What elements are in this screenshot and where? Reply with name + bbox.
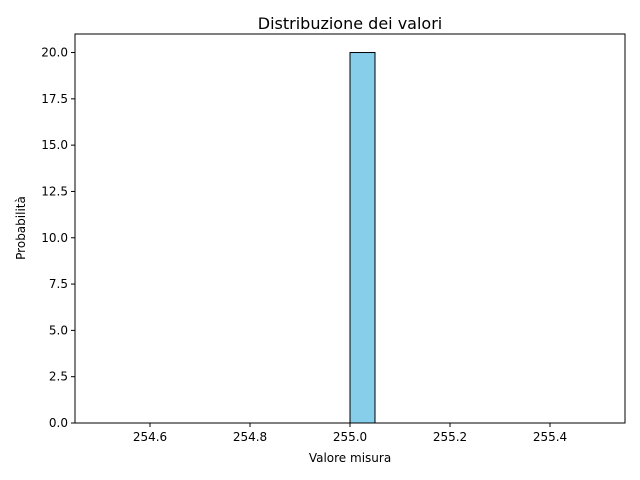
chart-title: Distribuzione dei valori bbox=[258, 14, 442, 33]
y-axis-label: Probabilità bbox=[14, 196, 28, 260]
y-tick-label: 20.0 bbox=[41, 46, 68, 60]
y-tick-label: 2.5 bbox=[49, 370, 68, 384]
y-tick-label: 7.5 bbox=[49, 277, 68, 291]
histogram-bar bbox=[349, 52, 376, 424]
histogram-bars bbox=[349, 52, 376, 424]
y-axis-ticks: 0.0 2.5 5.0 7.5 10.0 12.5 15.0 17.5 20.0 bbox=[41, 46, 75, 430]
x-axis-label: Valore misura bbox=[309, 451, 391, 465]
x-tick-label: 255.0 bbox=[333, 430, 367, 444]
y-tick-label: 12.5 bbox=[41, 184, 68, 198]
y-tick-label: 0.0 bbox=[49, 416, 68, 430]
x-tick-label: 255.4 bbox=[533, 430, 567, 444]
y-tick-label: 5.0 bbox=[49, 323, 68, 337]
x-axis-ticks: 254.6 254.8 255.0 255.2 255.4 bbox=[133, 423, 567, 444]
y-tick-label: 15.0 bbox=[41, 138, 68, 152]
x-tick-label: 254.8 bbox=[233, 430, 267, 444]
x-tick-label: 254.6 bbox=[133, 430, 167, 444]
y-tick-label: 10.0 bbox=[41, 231, 68, 245]
y-tick-label: 17.5 bbox=[41, 92, 68, 106]
x-tick-label: 255.2 bbox=[433, 430, 467, 444]
